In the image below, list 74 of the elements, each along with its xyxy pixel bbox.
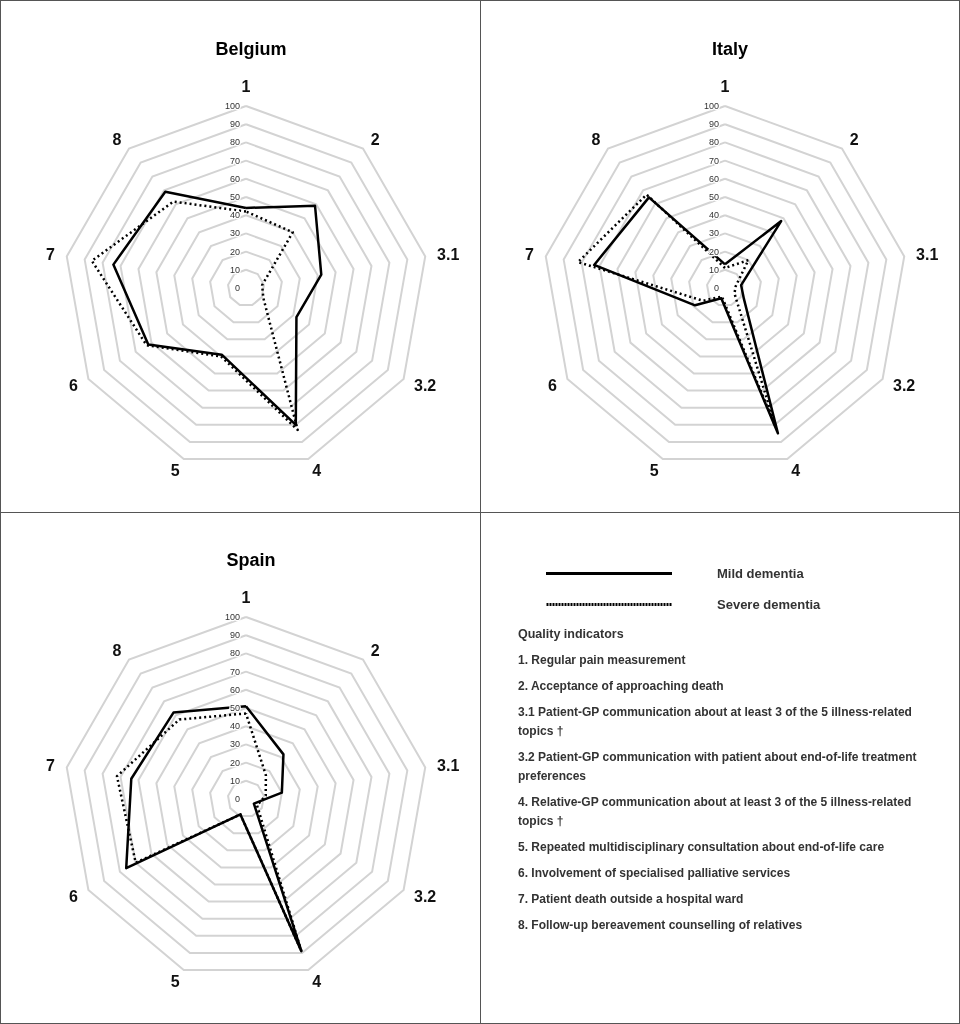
spoke-label: 4 — [791, 461, 801, 479]
text: Mild dementia — [717, 566, 805, 581]
y-tick-label: 100 — [224, 101, 240, 111]
spoke-label: 8 — [112, 130, 122, 148]
spoke-label: 1 — [720, 77, 730, 95]
y-tick-label: 10 — [708, 264, 719, 275]
y-tick-label: 30 — [229, 228, 240, 239]
spoke-label: 1 — [241, 588, 251, 606]
text: 8. Follow-up bereavement counselling of relatives — [518, 917, 804, 934]
y-tick-label: 40 — [708, 210, 719, 221]
y-tick-label: 80 — [229, 648, 240, 659]
y-tick-label: 10 — [229, 775, 240, 786]
text: 1. Regular pain measurement — [518, 652, 687, 669]
spoke-label: 3.2 — [414, 887, 437, 905]
y-tick-label: 30 — [229, 739, 240, 750]
spoke-label: 2 — [370, 641, 380, 659]
y-tick-label: 100 — [703, 101, 719, 111]
spoke-label: 4 — [312, 972, 322, 990]
text: Severe dementia — [717, 597, 822, 612]
spoke-label: 3.1 — [916, 245, 939, 263]
y-tick-label: 60 — [708, 173, 719, 184]
y-tick-label: 0 — [234, 283, 240, 293]
text: 3.2 Patient-GP communication with patient about end-of-life treatment preferences — [518, 749, 918, 785]
y-tick-label: 0 — [713, 283, 719, 293]
y-tick-label: 50 — [708, 192, 719, 202]
spoke-label: 6 — [69, 887, 79, 905]
y-tick-label: 60 — [229, 173, 240, 184]
y-tick-label: 40 — [229, 721, 240, 732]
y-tick-label: 90 — [708, 119, 719, 130]
y-tick-label: 70 — [708, 155, 719, 166]
spoke-label: 8 — [112, 641, 122, 659]
text: 5. Repeated multidisciplinary consultation about end-of-life care — [518, 839, 886, 856]
y-tick-label: 90 — [229, 119, 240, 130]
text: 4. Relative-GP communication about at least 3 of the 5 illness-related topics † — [518, 794, 913, 830]
y-tick-label: 80 — [708, 137, 719, 148]
spoke-label: 4 — [312, 461, 322, 479]
spoke-label: 7 — [46, 245, 56, 263]
y-tick-label: 80 — [229, 137, 240, 148]
spoke-label: 7 — [46, 756, 56, 774]
chart-title: Belgium — [215, 39, 287, 59]
chart-title: Spain — [226, 550, 276, 570]
spoke-label: 3.2 — [414, 376, 437, 394]
text: Quality indicators — [518, 627, 625, 641]
spoke-label: 6 — [548, 376, 558, 394]
y-tick-label: 0 — [234, 794, 240, 804]
text: 3.1 Patient-GP communication about at least 3 of the 5 illness-related topics † — [518, 704, 913, 740]
y-tick-label: 70 — [229, 155, 240, 166]
chart-title: Italy — [711, 39, 749, 59]
y-tick-label: 70 — [229, 666, 240, 677]
spoke-label: 5 — [170, 461, 180, 479]
y-tick-label: 100 — [224, 612, 240, 622]
spoke-label: 2 — [370, 130, 380, 148]
spoke-label: 2 — [849, 130, 859, 148]
y-tick-label: 50 — [229, 703, 240, 713]
spoke-label: 3.1 — [437, 756, 460, 774]
text: 7. Patient death outside a hospital ward — [518, 891, 745, 908]
y-tick-label: 20 — [229, 757, 240, 768]
text: 6. Involvement of specialised palliative services — [518, 865, 792, 882]
spoke-label: 6 — [69, 376, 79, 394]
spoke-label: 3.2 — [893, 376, 916, 394]
spoke-label: 5 — [649, 461, 659, 479]
text: 2. Acceptance of approaching death — [518, 678, 725, 695]
y-tick-label: 30 — [708, 228, 719, 239]
y-tick-label: 90 — [229, 630, 240, 641]
spoke-label: 3.1 — [437, 245, 460, 263]
y-tick-label: 60 — [229, 684, 240, 695]
spoke-label: 1 — [241, 77, 251, 95]
spoke-label: 8 — [591, 130, 601, 148]
spoke-label: 5 — [170, 972, 180, 990]
y-tick-label: 10 — [229, 264, 240, 275]
spoke-label: 7 — [525, 245, 535, 263]
y-tick-label: 50 — [229, 192, 240, 202]
y-tick-label: 40 — [229, 210, 240, 221]
y-tick-label: 20 — [229, 246, 240, 257]
